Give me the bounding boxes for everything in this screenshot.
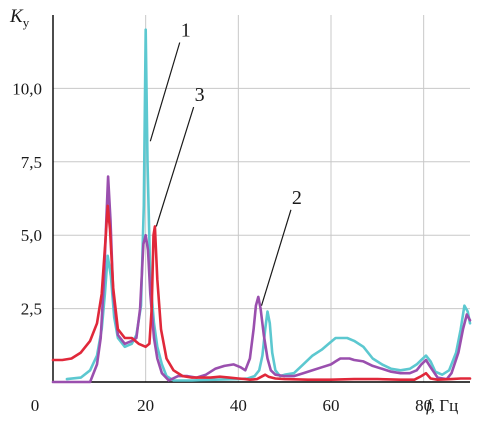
x-tick-label: 20	[137, 396, 154, 415]
x-tick-label: 60	[323, 396, 340, 415]
annotation-layer: 1 3 2	[149, 19, 302, 306]
series-line-3	[51, 204, 472, 381]
y-tick-labels: 2,5 5,0 7,5 10,0	[12, 79, 42, 318]
leader-line-1	[149, 42, 181, 142]
annotation-label-1: 1	[181, 19, 191, 41]
annotation-label-3: 3	[195, 84, 205, 106]
axes	[52, 15, 470, 383]
series-layer	[51, 28, 472, 384]
leader-line-2	[260, 209, 292, 306]
x-axis-label: f, Гц	[426, 396, 458, 415]
x-tick-label: 80	[415, 396, 432, 415]
series-line-1	[65, 28, 472, 382]
x-tick-label: 0	[31, 396, 40, 415]
y-tick-label: 2,5	[21, 300, 42, 319]
series-line-2	[51, 175, 472, 384]
x-tick-label: 40	[230, 396, 247, 415]
y-tick-label: 5,0	[21, 226, 42, 245]
leader-line-3	[155, 106, 195, 227]
annotation-label-2: 2	[292, 187, 302, 209]
x-tick-labels: 0 20 40 60 80	[31, 396, 432, 415]
y-axis-label: Kу	[9, 6, 30, 30]
y-tick-label: 7,5	[21, 153, 42, 172]
y-tick-label: 10,0	[12, 79, 42, 98]
